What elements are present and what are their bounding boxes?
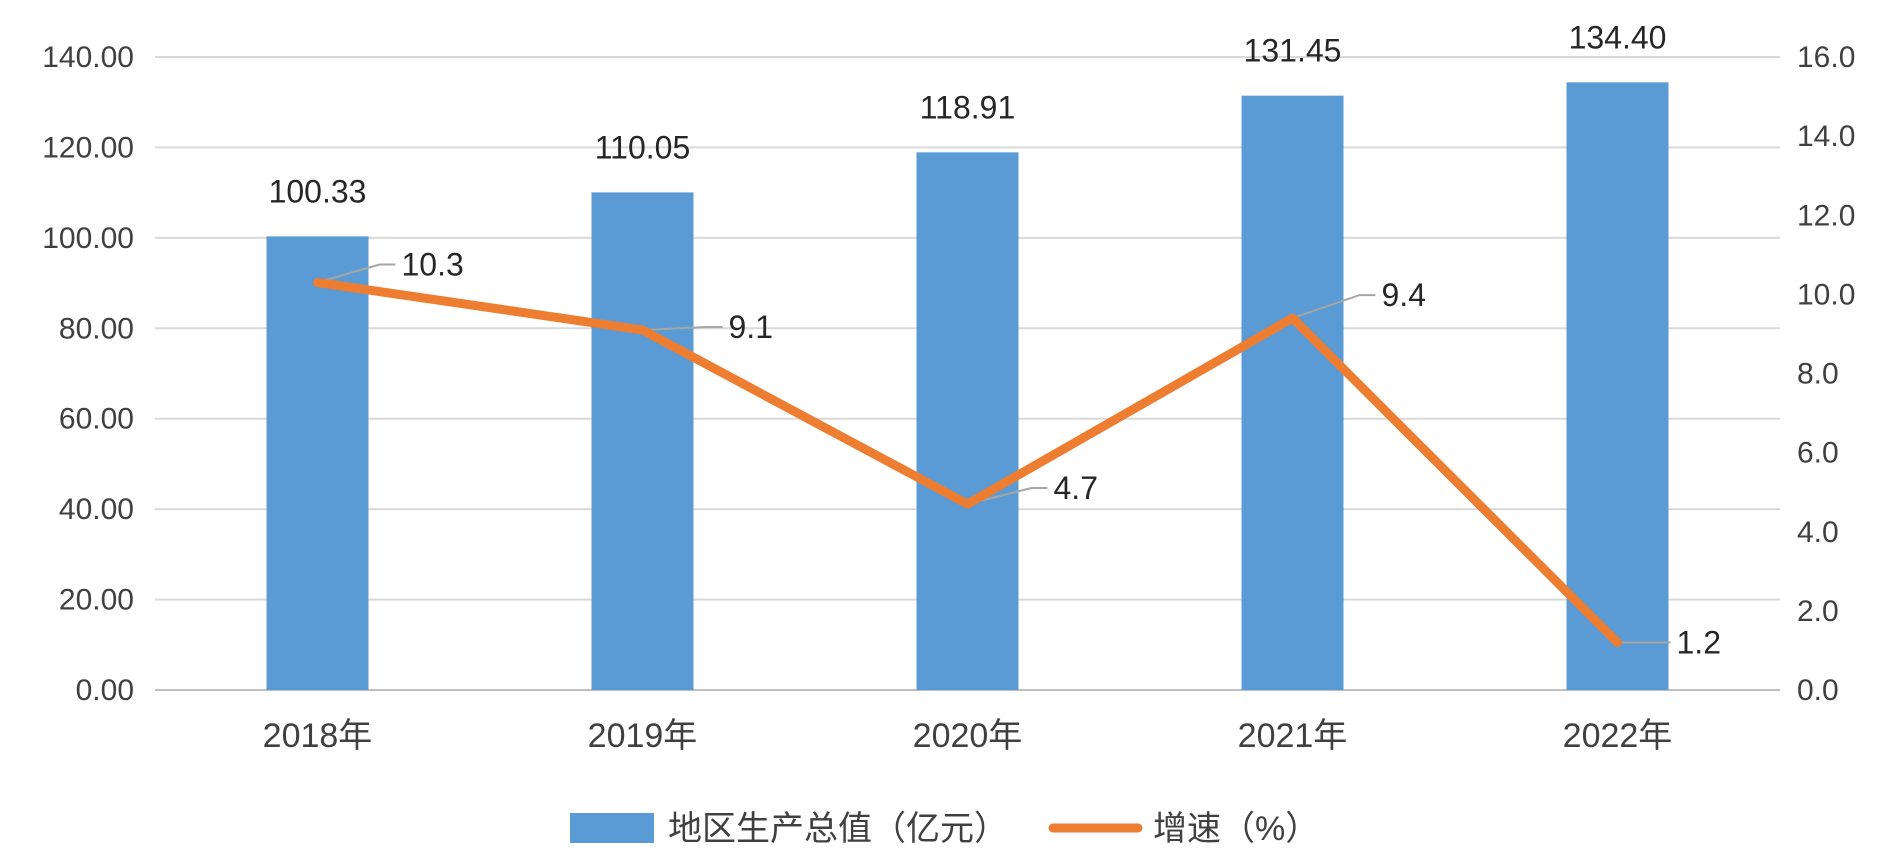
x-tick-label: 2021年 (1238, 717, 1348, 755)
y-left-tick-label: 20.00 (59, 584, 134, 617)
y-right-tick-label: 8.0 (1797, 358, 1839, 391)
leader-line (1292, 294, 1376, 320)
y-left-tick-label: 0.00 (76, 674, 134, 707)
legend-label-gdp: 地区生产总值（亿元） (668, 810, 1008, 848)
legend: 地区生产总值（亿元） 增速（%） (570, 810, 1319, 848)
y-right-tick-label: 12.0 (1797, 199, 1855, 232)
y-left-tick-label: 40.00 (59, 493, 134, 526)
bar (591, 192, 694, 690)
y-left-tick-label: 60.00 (59, 403, 134, 436)
x-tick-label: 2018年 (263, 717, 373, 755)
line-series (313, 278, 1622, 648)
bar-value-label: 131.45 (1244, 33, 1342, 69)
y-left-tick-label: 140.00 (42, 41, 134, 74)
leader-line (317, 263, 396, 284)
line-value-label: 1.2 (1677, 625, 1721, 661)
line-value-label: 10.3 (402, 247, 464, 283)
y-right-tick-label: 0.0 (1797, 674, 1839, 707)
bar (916, 152, 1019, 690)
y-right-tick-label: 6.0 (1797, 437, 1839, 470)
y-right-tick-label: 14.0 (1797, 120, 1855, 153)
line-value-label: 9.1 (729, 309, 773, 345)
bar (1241, 95, 1344, 691)
axes: 0.00 20.00 40.00 60.00 80.00 100.00 120.00 140.… (42, 41, 1855, 755)
y-left-tick-label: 80.00 (59, 312, 134, 345)
legend-swatch-gdp (570, 813, 654, 843)
y-right-tick-label: 2.0 (1797, 595, 1839, 628)
bar-series (266, 82, 1669, 691)
label-leader-lines (317, 263, 1671, 644)
y-left-tick-label: 100.00 (42, 222, 134, 255)
y-right-tick-label: 16.0 (1797, 41, 1855, 74)
x-tick-label: 2020年 (913, 717, 1023, 755)
y-right-tick-label: 10.0 (1797, 278, 1855, 311)
growth-line (313, 278, 1622, 648)
leader-line (967, 487, 1048, 506)
bar-value-label: 110.05 (595, 129, 691, 165)
legend-label-growth: 增速（%） (1153, 810, 1319, 848)
x-tick-label: 2019年 (588, 717, 698, 755)
bar (1566, 82, 1669, 690)
y-left-tick-label: 120.00 (42, 131, 134, 164)
bar-value-label: 134.40 (1569, 19, 1667, 55)
y-right-tick-label: 4.0 (1797, 516, 1839, 549)
bar (266, 236, 369, 691)
bar-value-label: 100.33 (269, 173, 367, 209)
leader-line (642, 325, 723, 331)
line-value-label: 4.7 (1054, 470, 1098, 506)
line-value-label: 9.4 (1382, 277, 1426, 313)
data-labels: 100.33 110.05 118.91 131.45 134.40 10.3 9.1 4.7… (269, 19, 1721, 660)
x-tick-label: 2022年 (1563, 717, 1673, 755)
bar-value-label: 118.91 (920, 89, 1016, 125)
